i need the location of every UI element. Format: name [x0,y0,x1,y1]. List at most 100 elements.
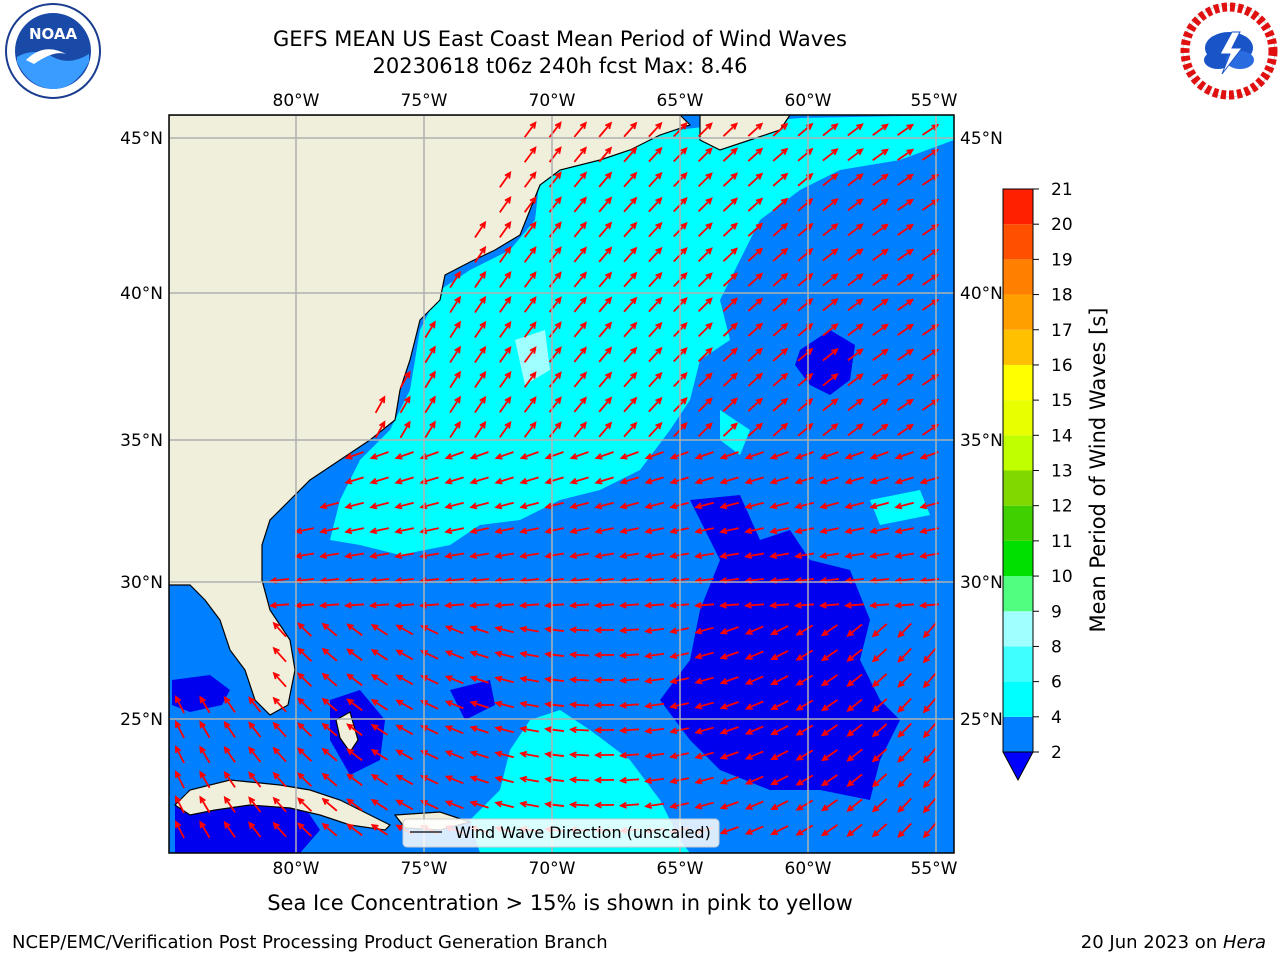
wind-arrow-icon [697,122,713,137]
wind-arrow-icon [747,172,764,187]
wind-arrow-icon [922,622,937,639]
colorbar-segment [1003,259,1033,295]
wind-arrow-icon [719,826,739,835]
wind-arrow-icon [370,723,389,736]
wind-arrow-icon [395,724,414,736]
wind-arrow-icon [697,222,713,237]
wind-arrow-icon [594,451,614,460]
wind-arrow-icon [744,625,764,635]
wind-arrow-icon [744,451,764,460]
wind-arrow-icon [644,476,664,485]
wind-arrow-icon [370,673,389,686]
wind-arrow-icon [174,745,185,764]
wind-arrow-icon [822,223,839,237]
wind-arrow-icon [519,552,540,560]
wind-arrow-icon [872,273,889,287]
wind-arrow-icon [593,626,615,634]
wind-arrow-icon [644,802,665,809]
wind-arrow-icon [847,223,864,237]
lat-tick-right: 45°N [960,129,1003,149]
wind-arrow-icon [644,627,665,634]
wind-arrow-icon [795,774,814,786]
lat-tick-right: 25°N [960,710,1003,730]
wind-arrow-icon [623,146,638,163]
wind-arrow-icon [697,172,713,187]
colorbar: 21 20 19 18 17 16 15 14 13 12 11 10 9 8 6 4 2 [1002,180,1073,782]
wind-arrow-icon [820,749,838,762]
wind-arrow-icon [494,750,514,759]
wind-arrow-icon [519,527,539,535]
wind-arrow-icon [174,770,185,789]
wind-arrow-icon [648,221,663,238]
wind-arrow-icon [494,700,514,709]
wind-arrow-icon [344,476,364,485]
wind-arrow-icon [847,273,864,287]
wind-arrow-icon [523,321,537,338]
wind-arrow-icon [648,171,663,188]
wind-arrow-icon [694,626,714,635]
wind-arrow-icon [568,676,590,684]
wind-arrow-icon [847,248,864,262]
wind-arrow-icon [346,673,363,687]
wind-arrow-icon [494,552,515,560]
wind-arrow-icon [321,647,338,662]
wind-arrow-icon [769,451,789,460]
lat-tick-right: 40°N [960,284,1003,304]
wind-arrow-icon [399,395,411,414]
wind-arrow-icon [820,774,838,787]
wind-arrow-icon [523,296,537,313]
wind-arrow-icon [623,196,638,213]
wind-arrow-icon [697,247,713,262]
wind-arrow-icon [697,347,713,362]
colorbar-segment [1003,364,1033,401]
wind-arrow-icon [846,698,863,712]
wind-arrow-icon [499,245,512,263]
wind-arrow-icon [719,527,739,535]
wind-arrow-icon [847,423,864,437]
wind-arrow-icon [794,501,814,510]
wind-arrow-icon [370,748,389,761]
colorbar-tick-label: 9 [1051,602,1062,622]
wind-arrow-icon [770,750,789,761]
wind-arrow-icon [319,552,340,560]
wind-arrow-icon [519,451,539,460]
colorbar-tick-label: 6 [1051,673,1062,693]
colorbar-tick-label: 10 [1051,567,1073,587]
wind-arrow-icon [394,451,414,460]
wind-arrow-icon [344,501,364,510]
wind-arrow-icon [619,476,639,485]
wind-arrow-icon [174,695,185,714]
chart-subtitle: 20230618 t06z 240h fcst Max: 8.46 [372,54,748,78]
wind-arrow-icon [594,552,615,560]
wind-arrow-icon [869,501,889,510]
wind-arrow-icon [223,770,236,788]
wind-arrow-icon [544,801,565,808]
wind-arrow-icon [897,123,915,136]
wind-arrow-icon [444,476,464,485]
wind-arrow-icon [272,671,287,688]
colorbar-segment [1003,435,1033,471]
wind-arrow-icon [319,501,339,510]
wind-arrow-icon [922,822,937,839]
wind-arrow-icon [722,422,739,437]
wind-arrow-icon [346,773,363,787]
wind-arrow-icon [722,322,739,337]
wind-arrow-icon [793,601,815,609]
wind-arrow-icon [544,651,565,658]
wind-arrow-icon [744,700,764,710]
wind-arrow-icon [618,651,640,659]
wind-arrow-icon [519,625,540,633]
wind-arrow-icon [568,601,590,609]
wind-arrow-icon [523,171,537,188]
wind-arrow-icon [370,698,389,711]
wind-arrow-icon [772,197,789,212]
wind-arrow-icon [519,501,539,510]
wind-arrow-icon [844,552,865,560]
wind-arrow-icon [573,271,587,288]
wind-arrow-icon [424,370,436,389]
wind-arrow-icon [722,297,739,312]
wind-arrow-icon [523,396,537,413]
wind-arrow-icon [872,323,889,337]
lat-tick-right: 35°N [960,431,1003,451]
wind-arrow-icon [395,674,414,686]
